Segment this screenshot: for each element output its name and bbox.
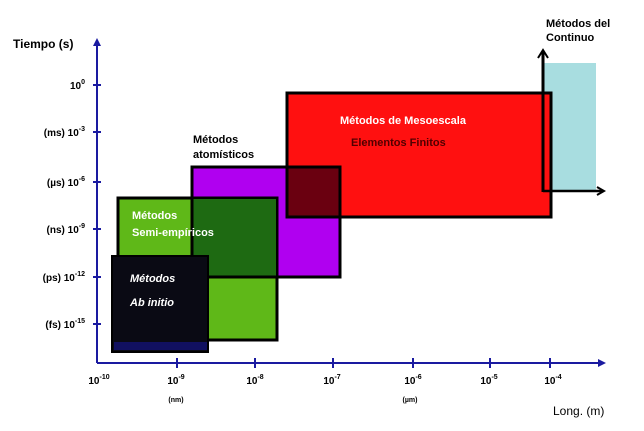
ab-initio-label: Métodos Ab initio	[129, 273, 178, 309]
x-tick-label: 10-6	[404, 374, 421, 387]
x-tick-label: 10-9	[167, 374, 184, 387]
continuum-region	[544, 63, 596, 190]
x-tick-label: 10-4	[544, 374, 561, 387]
continuum-label: Métodos del Continuo	[546, 18, 613, 44]
ab-initio-region	[111, 255, 209, 353]
atomistic-outline-over-semi	[190, 165, 342, 279]
ab-initio-base-strip	[114, 342, 207, 350]
y-tick-label: (ns) 10-9	[47, 223, 86, 236]
y-tick-marks	[93, 84, 101, 325]
semi-empirical-label: Métodos Semi-empíricos	[132, 210, 214, 239]
x-tick-label: 10-7	[323, 374, 340, 387]
x-unit-um: (µm)	[403, 397, 418, 404]
y-axis-label: Tiempo (s)	[13, 37, 73, 51]
x-axis-label: Long. (m)	[553, 404, 604, 418]
y-tick-label: (µs) 10-6	[47, 176, 85, 189]
atomistic-mesoscale-overlap	[287, 168, 340, 217]
mesoscale-outline-over-atomistic	[285, 91, 553, 219]
x-tick-label: 10-8	[246, 374, 263, 387]
y-tick-label: 100	[70, 79, 85, 92]
continuum-axis-arrow-up	[537, 48, 549, 59]
y-tick-label: (ps) 10-12	[43, 271, 85, 284]
x-tick-label: 10-10	[88, 374, 109, 387]
x-tick-labels: 10-10 10-9 10-8 10-7 10-6 10-5 10-4	[88, 374, 561, 387]
y-tick-labels: (fs) 10-15 (ps) 10-12 (ns) 10-9 (µs) 10-…	[43, 79, 85, 331]
x-tick-label: 10-5	[480, 374, 497, 387]
mesoscale-label: Métodos de Mesoescala Elementos Finitos	[340, 115, 469, 149]
y-tick-label: (fs) 10-15	[45, 318, 85, 331]
y-tick-label: (ms) 10-3	[44, 126, 85, 139]
x-unit-nm: (nm)	[168, 397, 183, 404]
atomistic-label: Métodos atomísticos	[193, 134, 254, 161]
x-tick-marks	[176, 358, 551, 368]
continuum-axis-arrow-right	[596, 186, 607, 196]
